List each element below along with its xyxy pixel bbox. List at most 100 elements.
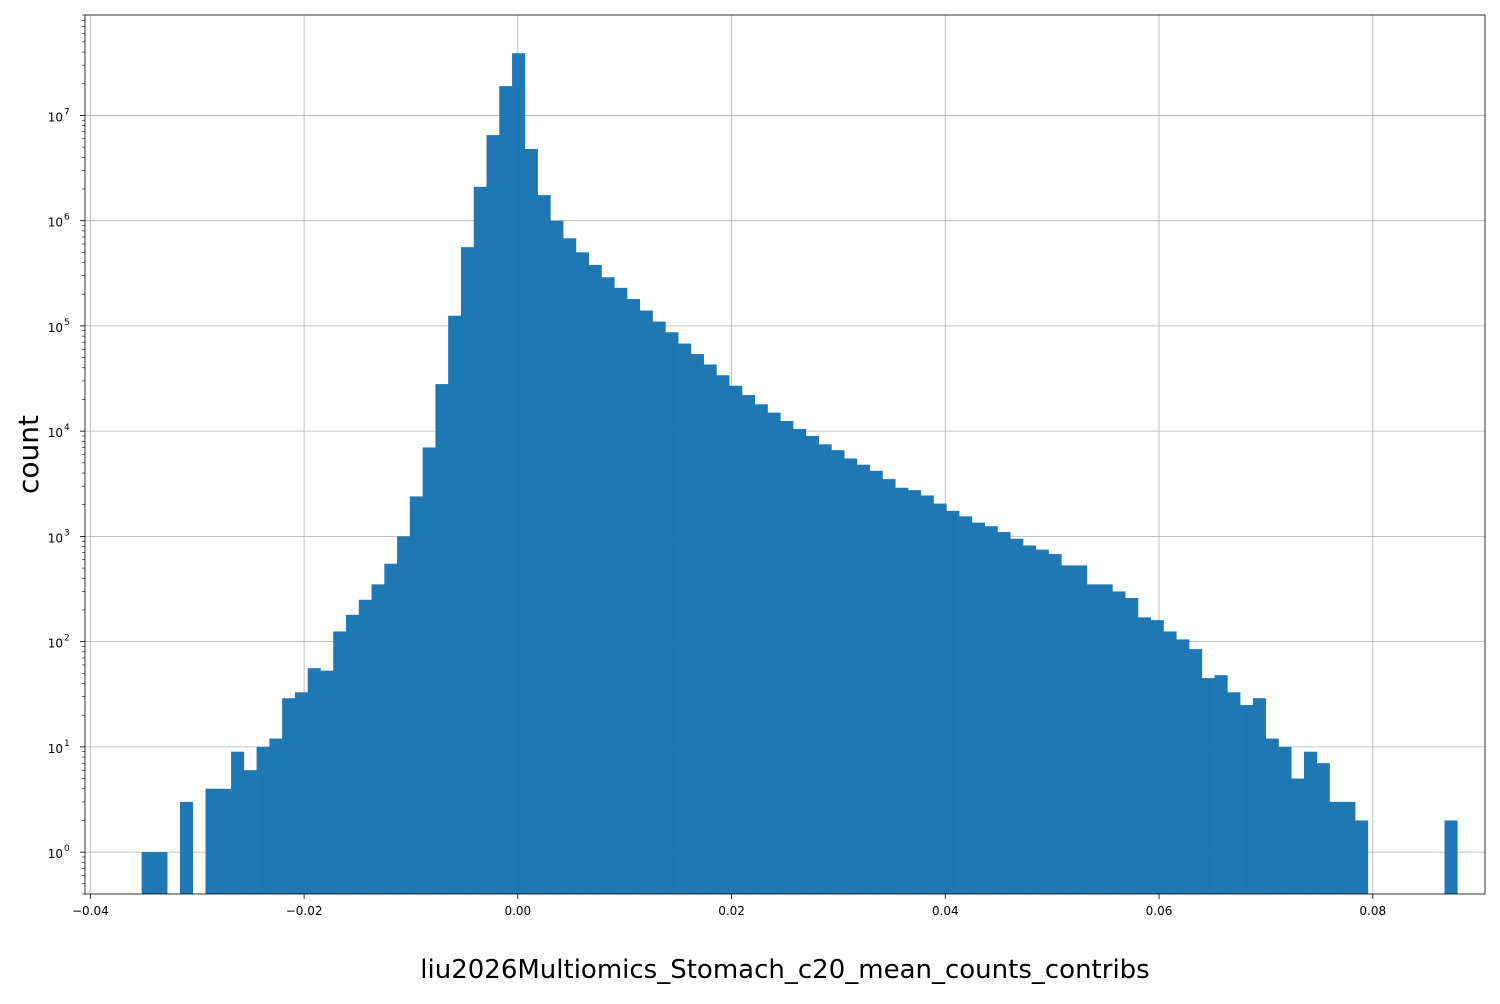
y-tick-base: 10 bbox=[48, 637, 63, 651]
histogram-bar bbox=[320, 670, 334, 894]
histogram-bar bbox=[920, 495, 934, 894]
histogram-bar bbox=[1240, 704, 1254, 894]
x-tick-label: 0.02 bbox=[718, 904, 745, 918]
histogram-bar bbox=[499, 86, 513, 894]
histogram-bar bbox=[818, 444, 832, 894]
histogram-bar bbox=[690, 354, 704, 894]
x-axis-label: liu2026Multiomics_Stomach_c20_mean_count… bbox=[420, 955, 1149, 985]
y-tick-exponent: 6 bbox=[64, 213, 70, 223]
y-tick-label: 10 bbox=[48, 110, 63, 124]
histogram-bar bbox=[371, 584, 385, 894]
histogram-bar bbox=[703, 364, 717, 894]
histogram-bar bbox=[1010, 538, 1024, 894]
histogram-bar bbox=[1125, 597, 1139, 894]
histogram-bar bbox=[844, 458, 858, 894]
histogram-bar bbox=[716, 375, 730, 894]
y-tick-label: 10 bbox=[48, 637, 63, 651]
histogram-bar bbox=[831, 450, 845, 894]
histogram-bar bbox=[1137, 617, 1152, 894]
histogram-bar bbox=[1112, 591, 1126, 894]
histogram-bar bbox=[307, 668, 321, 894]
histogram-bar bbox=[780, 420, 794, 894]
histogram-bar bbox=[422, 447, 436, 894]
histogram-bar bbox=[1061, 565, 1075, 894]
histogram-bar bbox=[1201, 678, 1215, 894]
x-tick-label: 0.04 bbox=[932, 904, 959, 918]
histogram-bar bbox=[409, 496, 423, 894]
histogram-bar bbox=[1074, 565, 1088, 894]
y-tick-exponent: 5 bbox=[64, 318, 70, 328]
histogram-bar bbox=[1342, 801, 1356, 894]
y-tick-exponent: 0 bbox=[64, 844, 70, 854]
histogram-bar bbox=[959, 516, 973, 894]
histogram-bar bbox=[1176, 639, 1190, 894]
histogram-bars bbox=[141, 53, 1458, 894]
y-tick-label: 10 bbox=[48, 321, 63, 335]
y-tick-base: 10 bbox=[48, 847, 63, 861]
histogram-bar bbox=[1035, 549, 1049, 894]
y-tick-label: 10 bbox=[48, 426, 63, 440]
y-tick-base: 10 bbox=[48, 110, 63, 124]
histogram-bar bbox=[1265, 738, 1279, 894]
histogram-bar bbox=[639, 310, 653, 894]
y-tick-exponent: 7 bbox=[64, 107, 70, 117]
histogram-bar bbox=[282, 698, 296, 894]
histogram-bar bbox=[512, 53, 526, 894]
histogram-bar bbox=[1444, 820, 1458, 894]
grid bbox=[85, 15, 1485, 894]
histogram-bar bbox=[946, 510, 960, 894]
histogram-bar bbox=[678, 343, 692, 894]
histogram-bar bbox=[473, 186, 487, 894]
y-tick-label: 10 bbox=[48, 531, 63, 545]
histogram-bar bbox=[550, 220, 564, 894]
histogram-bar bbox=[856, 464, 871, 894]
histogram-bar bbox=[1022, 545, 1037, 894]
y-tick-label: 10 bbox=[48, 742, 63, 756]
histogram-bar bbox=[895, 487, 909, 894]
histogram-bar bbox=[1048, 554, 1062, 894]
histogram-bar bbox=[1150, 620, 1164, 894]
histogram-bar bbox=[754, 404, 768, 894]
histogram-bar bbox=[793, 428, 807, 894]
histogram-bar bbox=[218, 788, 232, 894]
x-tick-label: −0.02 bbox=[286, 904, 323, 918]
y-tick-exponent: 1 bbox=[64, 739, 70, 749]
x-tick-label: 0.00 bbox=[504, 904, 531, 918]
histogram-bar bbox=[1189, 649, 1203, 894]
histogram-bar bbox=[601, 277, 615, 894]
x-tick-label: −0.04 bbox=[72, 904, 109, 918]
histogram-bar bbox=[1214, 675, 1228, 894]
y-tick-base: 10 bbox=[48, 742, 63, 756]
histogram-bar bbox=[805, 435, 819, 894]
histogram-bar bbox=[154, 852, 168, 894]
histogram-bar bbox=[767, 412, 781, 894]
histogram-bar bbox=[984, 526, 998, 894]
histogram-bar bbox=[486, 135, 500, 894]
histogram-bar bbox=[588, 264, 602, 894]
histogram-bar bbox=[652, 321, 666, 894]
histogram-bar bbox=[997, 532, 1011, 894]
histogram-bar bbox=[1227, 692, 1241, 894]
y-axis-label: count bbox=[12, 415, 45, 494]
histogram-bar bbox=[1291, 778, 1305, 894]
y-tick-exponent: 3 bbox=[64, 528, 70, 538]
y-tick-base: 10 bbox=[48, 531, 63, 545]
histogram-bar bbox=[1252, 698, 1266, 894]
histogram-bar bbox=[1355, 820, 1369, 894]
histogram-bar bbox=[1278, 746, 1292, 894]
histogram-bar bbox=[741, 395, 756, 894]
histogram-bar bbox=[269, 738, 283, 894]
histogram-bar bbox=[179, 801, 194, 894]
y-tick-label: 10 bbox=[48, 847, 63, 861]
histogram-bar bbox=[1163, 631, 1177, 894]
histogram-bar bbox=[358, 599, 372, 894]
histogram-bar bbox=[971, 522, 985, 894]
histogram-bar bbox=[869, 470, 883, 894]
histogram-bar bbox=[1099, 584, 1113, 894]
histogram-bar bbox=[205, 788, 219, 894]
histogram-bar bbox=[1303, 751, 1318, 894]
y-tick-base: 10 bbox=[48, 216, 63, 230]
histogram-bar bbox=[563, 238, 577, 894]
